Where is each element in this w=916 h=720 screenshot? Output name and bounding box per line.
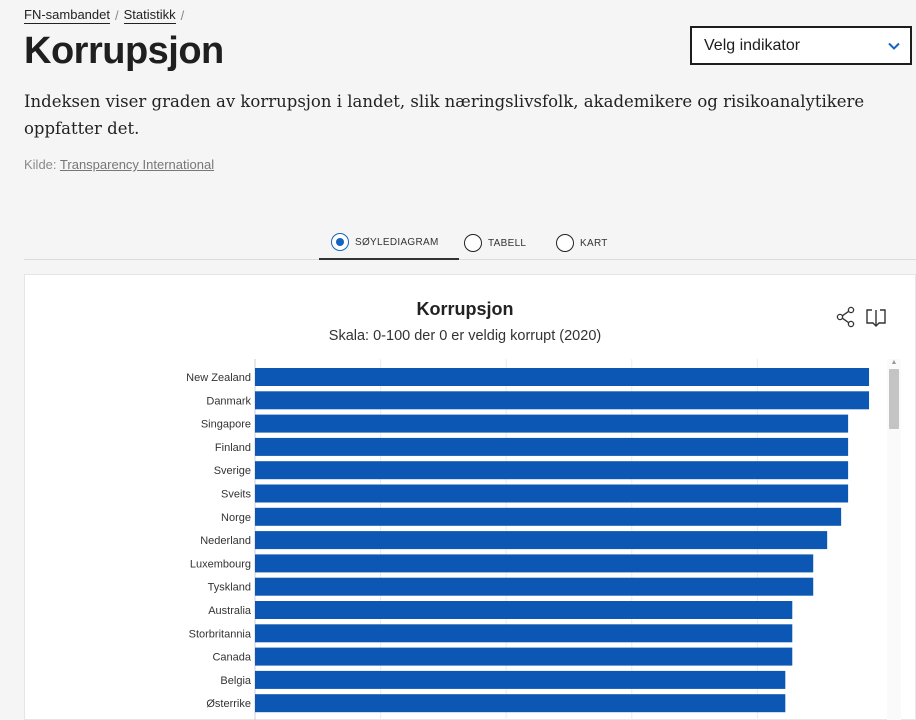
breadcrumb-link-fn-sambandet[interactable]: FN-sambandet [24, 7, 110, 24]
chevron-down-icon [888, 42, 900, 50]
tab-label: KART [580, 237, 608, 249]
radio-icon [464, 234, 482, 252]
bar-13[interactable] [255, 670, 786, 689]
scroll-up-icon[interactable]: ▲ [890, 359, 898, 366]
bar-6[interactable] [255, 507, 842, 526]
category-label: New Zealand [186, 372, 251, 384]
category-label: Tyskland [208, 582, 251, 594]
bar-9[interactable] [255, 577, 814, 596]
tab-soylediagram[interactable]: SØYLEDIAGRAM [319, 226, 459, 260]
breadcrumb-link-statistikk[interactable]: Statistikk [123, 7, 176, 24]
bar-14[interactable] [255, 694, 786, 713]
share-button[interactable] [834, 305, 858, 329]
category-label: Luxembourg [190, 558, 251, 570]
download-button[interactable] [864, 305, 888, 329]
category-label: Belgia [220, 675, 251, 687]
indicator-select-label: Velg indikator [704, 36, 801, 54]
tab-label: TABELL [488, 237, 527, 249]
radio-icon [556, 234, 574, 252]
bar-12[interactable] [255, 647, 793, 666]
category-label: Østerrike [206, 698, 251, 710]
download-icon [866, 309, 886, 327]
bar-4[interactable] [255, 461, 849, 480]
category-label: Sveits [221, 489, 251, 501]
bar-10[interactable] [255, 601, 793, 619]
chart-subtitle: Skala: 0-100 der 0 er veldig korrupt (20… [328, 328, 602, 344]
source-prefix: Kilde: [24, 157, 57, 172]
category-label: Danmark [206, 395, 251, 407]
bar-chart: New Zealand Danmark Singapore Finland Sverig… [186, 359, 870, 720]
category-label: Storbritannia [189, 628, 252, 640]
chart-title: Korrupsjon [416, 299, 514, 319]
breadcrumb-separator: / [114, 8, 119, 23]
tab-kart[interactable]: KART [556, 226, 608, 260]
bar-11[interactable] [255, 624, 793, 643]
category-label: Australia [208, 605, 252, 617]
breadcrumb: FN-sambandet / Statistikk / [24, 7, 184, 24]
source-line: Kilde: Transparency International [24, 157, 214, 172]
bar-5[interactable] [255, 484, 849, 503]
radio-selected-icon [331, 233, 349, 251]
category-label: Sverige [214, 465, 251, 477]
breadcrumb-separator: / [180, 8, 185, 23]
bar-7[interactable] [255, 531, 828, 550]
share-icon [836, 306, 855, 328]
chart-scrollbar[interactable]: ▲ [887, 359, 901, 720]
view-tabs: SØYLEDIAGRAM TABELL KART [24, 226, 916, 260]
bar-8[interactable] [255, 554, 814, 573]
indicator-select[interactable]: Velg indikator [690, 26, 912, 65]
category-label: Singapore [201, 419, 251, 431]
tab-label: SØYLEDIAGRAM [355, 236, 439, 248]
bar-0[interactable] [255, 368, 870, 386]
bar-1[interactable] [255, 391, 870, 410]
page-title: Korrupsjon [24, 30, 224, 72]
category-label: Finland [215, 442, 251, 454]
category-label: Canada [212, 652, 251, 664]
bar-2[interactable] [255, 414, 849, 433]
scrollbar-thumb[interactable] [889, 369, 899, 429]
category-label: Norge [221, 512, 251, 524]
tab-tabell[interactable]: TABELL [464, 226, 526, 260]
chart-card: Korrupsjon Skala: 0-100 der 0 er veldig … [24, 274, 916, 720]
category-label: Nederland [200, 535, 251, 547]
intro-text: Indeksen viser graden av korrupsjon i la… [24, 92, 865, 138]
bar-3[interactable] [255, 437, 849, 456]
source-link[interactable]: Transparency International [59, 157, 215, 172]
